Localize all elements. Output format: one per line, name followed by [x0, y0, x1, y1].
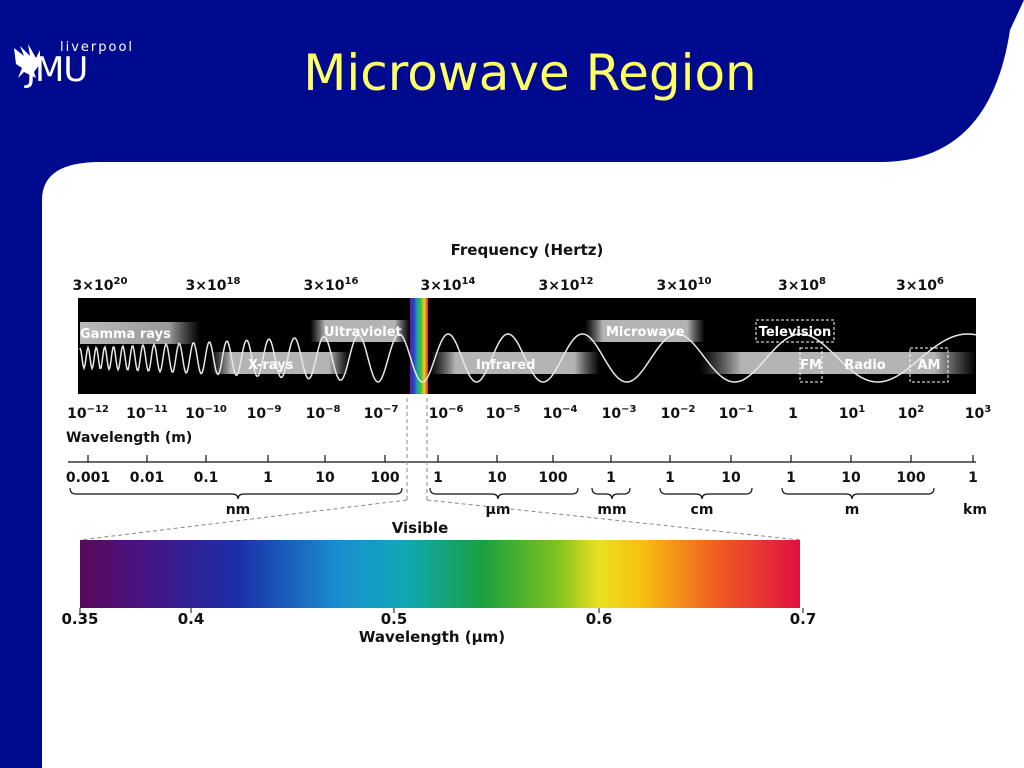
- am-box: [909, 347, 949, 383]
- wavelength-tick-label: 10−6: [429, 404, 464, 422]
- unit-brace: [429, 487, 579, 500]
- band-label-fm: FM: [800, 358, 822, 373]
- em-wave: [79, 333, 977, 383]
- frequency-ticks: 3×1020 3×1018 3×1016 3×1014 3×1012 3×1010 3×10…: [73, 276, 944, 294]
- unit-label: μm: [486, 502, 511, 518]
- unit-tick-label: 100: [896, 470, 925, 486]
- band-label-ultraviolet: Ultraviolet: [324, 325, 402, 340]
- unit-tick-label: 10: [721, 470, 741, 486]
- visible-tick-label: 0.7: [790, 610, 817, 628]
- visible-axis-label: Wavelength (μm): [359, 628, 505, 646]
- visible-zoom-left: [79, 499, 408, 541]
- visible-tick-label: 0.6: [586, 610, 613, 628]
- logo-big-text: JMU: [26, 50, 88, 90]
- frequency-tick-label: 3×1020: [73, 276, 128, 294]
- infrared-band-bar: [430, 352, 600, 374]
- unit-label: nm: [226, 502, 251, 518]
- fm-box: [799, 347, 823, 383]
- unit-braces: nm μm mm cm m km: [69, 487, 987, 518]
- band-label-gamma: Gamma rays: [80, 327, 171, 342]
- wavelength-ticks: 10−12 10−11 10−10 10−9 10−8 10−7 10−6 10−5 10−4 1…: [67, 404, 991, 422]
- university-logo: liverpool JMU: [10, 38, 140, 98]
- wavelength-axis-title: Wavelength (m): [66, 430, 192, 446]
- unit-tick-label: 1: [433, 470, 443, 486]
- unit-tick-label: 0.1: [194, 470, 219, 486]
- wavelength-tick-label: 10−9: [247, 404, 282, 422]
- visible-tick-label: 0.5: [381, 610, 408, 628]
- frequency-tick-label: 3×1012: [539, 276, 594, 294]
- frequency-tick-label: 3×1018: [186, 276, 241, 294]
- band-label-radio: Radio: [844, 358, 886, 373]
- unit-ticks: 0.001 0.01 0.1 1 10 100 1 10 100 1 1 10 1 10 100 1: [66, 455, 978, 486]
- unit-tick-label: 1: [968, 470, 978, 486]
- visible-tick-label: 0.4: [178, 610, 205, 628]
- visible-spectrum-bar: [80, 540, 800, 608]
- wavelength-tick-label: 10−5: [486, 404, 521, 422]
- unit-tick-label: 0.001: [66, 470, 110, 486]
- wavelength-tick-label: 10−1: [719, 404, 754, 422]
- unit-brace: [659, 487, 753, 500]
- visible-ticks: 0.35 0.4 0.5 0.6 0.7: [61, 608, 816, 628]
- unit-label: cm: [691, 502, 714, 518]
- visible-title: Visible: [392, 519, 449, 537]
- unit-label: km: [963, 502, 987, 518]
- band-label-television: Television: [759, 325, 832, 340]
- frequency-tick-label: 3×108: [778, 276, 826, 294]
- unit-brace: [69, 487, 403, 500]
- visible-tick-label: 0.35: [61, 610, 98, 628]
- microwave-band-bar: [585, 320, 705, 342]
- unit-tick-label: 10: [487, 470, 507, 486]
- wavelength-tick-label: 103: [965, 404, 991, 422]
- unit-tick-label: 10: [841, 470, 861, 486]
- unit-tick-label: 1: [786, 470, 796, 486]
- unit-label: m: [845, 502, 860, 518]
- unit-brace: [591, 487, 631, 500]
- band-label-am: AM: [918, 358, 941, 373]
- frequency-axis-title: Frequency (Hertz): [451, 241, 604, 259]
- frequency-tick-label: 3×1014: [421, 276, 476, 294]
- wavelength-tick-label: 10−12: [67, 404, 109, 422]
- band-label-xrays: X-rays: [248, 358, 294, 373]
- band-label-microwave: Microwave: [606, 325, 685, 340]
- frequency-tick-label: 3×1010: [657, 276, 712, 294]
- unit-tick-label: 100: [538, 470, 567, 486]
- uv-band-bar: [310, 320, 410, 342]
- bird-icon: [14, 44, 40, 78]
- unit-tick-label: 100: [370, 470, 399, 486]
- wavelength-tick-label: 102: [898, 404, 924, 422]
- wavelength-tick-label: 10−11: [126, 404, 168, 422]
- wavelength-tick-label: 10−3: [602, 404, 637, 422]
- unit-brace: [781, 487, 935, 500]
- wavelength-tick-label: 10−10: [185, 404, 227, 422]
- unit-tick-label: 10: [315, 470, 335, 486]
- wavelength-tick-label: 10−8: [306, 404, 341, 422]
- wavelength-tick-label: 101: [839, 404, 865, 422]
- wavelength-tick-label: 10−7: [364, 404, 399, 422]
- frequency-tick-label: 3×106: [896, 276, 944, 294]
- unit-tick-label: 1: [263, 470, 273, 486]
- spectrum-band: [78, 298, 976, 394]
- unit-tick-label: 1: [606, 470, 616, 486]
- gamma-band-bar: [80, 322, 200, 344]
- frequency-tick-label: 3×1016: [304, 276, 359, 294]
- unit-tick-label: 1: [665, 470, 675, 486]
- logo-small-text: liverpool: [60, 40, 135, 55]
- wavelength-tick-label: 10−4: [543, 404, 578, 422]
- unit-tick-label: 0.01: [130, 470, 165, 486]
- unit-label: mm: [597, 502, 626, 518]
- wavelength-tick-label: 1: [788, 406, 798, 422]
- xray-band-bar: [210, 352, 350, 374]
- band-label-infrared: Infrared: [476, 358, 535, 373]
- wavelength-tick-label: 10−2: [661, 404, 696, 422]
- slide-title: Microwave Region: [303, 44, 757, 102]
